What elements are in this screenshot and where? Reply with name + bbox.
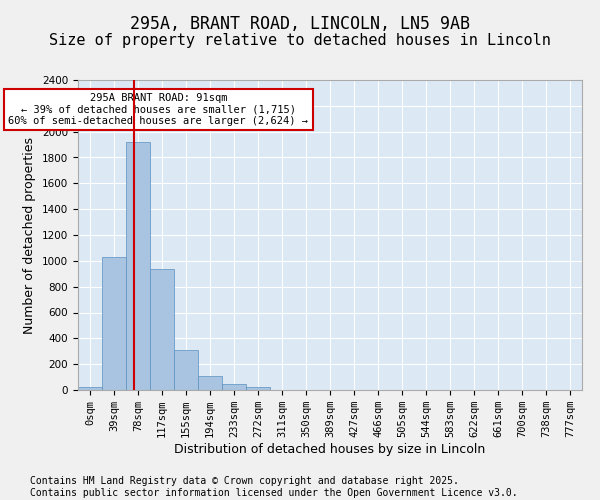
Text: Contains HM Land Registry data © Crown copyright and database right 2025.
Contai: Contains HM Land Registry data © Crown c… <box>30 476 518 498</box>
Bar <box>102 257 126 390</box>
Bar <box>222 384 246 390</box>
Text: 295A BRANT ROAD: 91sqm
← 39% of detached houses are smaller (1,715)
60% of semi-: 295A BRANT ROAD: 91sqm ← 39% of detached… <box>8 93 308 126</box>
Bar <box>126 142 150 390</box>
Text: Size of property relative to detached houses in Lincoln: Size of property relative to detached ho… <box>49 32 551 48</box>
Bar <box>78 387 102 390</box>
Y-axis label: Number of detached properties: Number of detached properties <box>23 136 37 334</box>
Bar <box>150 269 174 390</box>
Bar <box>246 387 270 390</box>
Bar <box>198 376 222 390</box>
X-axis label: Distribution of detached houses by size in Lincoln: Distribution of detached houses by size … <box>175 443 485 456</box>
Text: 295A, BRANT ROAD, LINCOLN, LN5 9AB: 295A, BRANT ROAD, LINCOLN, LN5 9AB <box>130 15 470 33</box>
Bar <box>174 350 198 390</box>
